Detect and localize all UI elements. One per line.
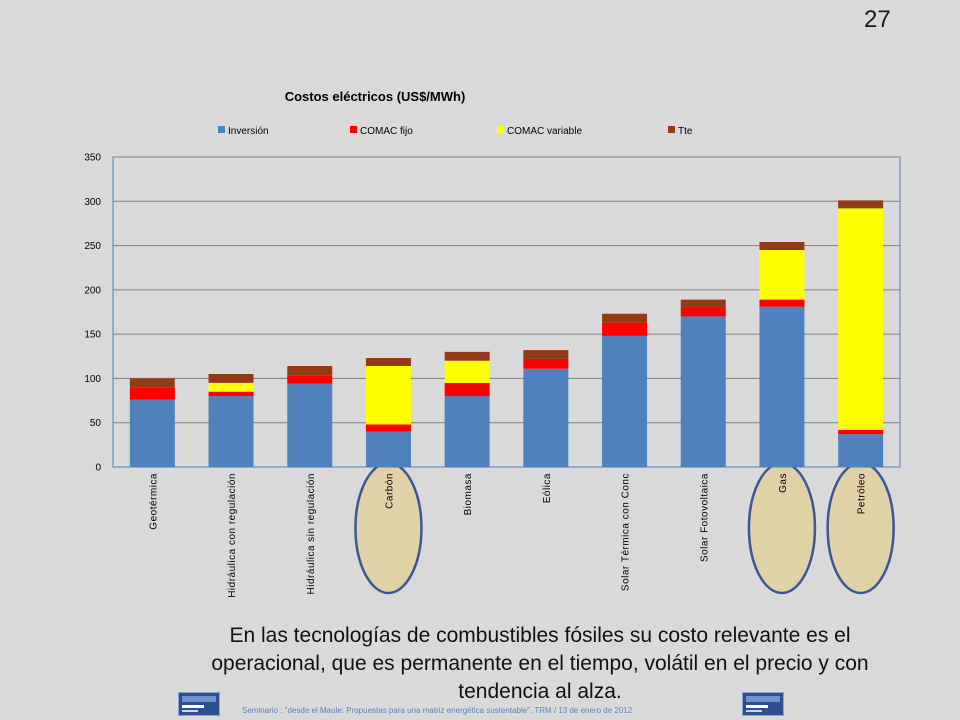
bar-segment bbox=[523, 368, 569, 467]
ministry-logo-right bbox=[742, 692, 784, 716]
legend-swatch bbox=[218, 126, 225, 133]
bar-segment bbox=[759, 242, 805, 250]
chart-title: Costos eléctricos (US$/MWh) bbox=[285, 89, 466, 104]
y-tick-label: 50 bbox=[90, 418, 102, 429]
x-category-label: Carbón bbox=[384, 473, 395, 509]
bar-segment bbox=[129, 378, 175, 388]
bar-segment bbox=[838, 200, 884, 209]
y-tick-label: 150 bbox=[84, 330, 101, 341]
legend-swatch bbox=[350, 126, 357, 133]
bar-segment bbox=[365, 431, 411, 467]
stacked-bar-chart: Costos eléctricos (US$/MWh) Inversión COMA… bbox=[84, 89, 901, 598]
bar-segment bbox=[444, 382, 490, 397]
x-category-label: Petróleo bbox=[857, 473, 868, 514]
x-category-label: Geotérmica bbox=[148, 473, 159, 530]
x-category-label: Solar Térmica con Conc bbox=[621, 473, 632, 591]
y-tick-label: 300 bbox=[84, 197, 101, 208]
bar-segment bbox=[444, 396, 490, 467]
legend-label: COMAC variable bbox=[507, 126, 582, 137]
bar-segment bbox=[759, 250, 805, 300]
x-category-label: Hidráulica con regulación bbox=[227, 473, 238, 598]
bar-segment bbox=[208, 391, 254, 397]
bar-segment bbox=[208, 396, 254, 467]
bar-segment bbox=[444, 351, 490, 361]
bar-segment bbox=[365, 366, 411, 425]
bar-segment bbox=[208, 374, 254, 383]
bar-segment bbox=[129, 399, 175, 467]
y-tick-label: 200 bbox=[84, 285, 101, 296]
x-category-label: Eólica bbox=[542, 473, 553, 503]
bar-segment bbox=[287, 375, 333, 384]
bar-segment bbox=[523, 350, 569, 359]
slide-number: 27 bbox=[864, 6, 891, 33]
bar-segment bbox=[523, 358, 569, 369]
bar-segment bbox=[602, 335, 648, 467]
ministry-logo-left bbox=[178, 692, 220, 716]
bar-segment bbox=[208, 382, 254, 392]
y-tick-label: 250 bbox=[84, 241, 101, 252]
legend-label: Inversión bbox=[228, 126, 269, 137]
bar-segment bbox=[838, 429, 884, 435]
y-tick-label: 0 bbox=[95, 463, 101, 474]
x-category-label: Biomasa bbox=[463, 473, 474, 515]
x-category-label: Hidráulica sin regulación bbox=[306, 473, 317, 594]
bar-segment bbox=[129, 387, 175, 400]
bar-segment bbox=[287, 366, 333, 376]
bar-segment bbox=[680, 299, 726, 308]
legend-label: COMAC fijo bbox=[360, 126, 413, 137]
legend-label: Tte bbox=[678, 126, 693, 137]
y-tick-label: 100 bbox=[84, 374, 101, 385]
x-category-label: Gas bbox=[778, 473, 789, 493]
bar-segment bbox=[838, 434, 884, 467]
legend-swatch bbox=[668, 126, 675, 133]
slide-caption: En las tecnologías de combustibles fósil… bbox=[211, 624, 869, 703]
x-category-label: Solar Fotovoltaica bbox=[699, 473, 710, 562]
bar-segment bbox=[287, 383, 333, 467]
legend-swatch bbox=[497, 126, 504, 133]
bar-segment bbox=[838, 208, 884, 430]
bar-segment bbox=[602, 313, 648, 323]
bar-segment bbox=[759, 299, 805, 307]
bar-segment bbox=[680, 316, 726, 467]
bar-segment bbox=[602, 322, 648, 336]
y-tick-label: 350 bbox=[84, 153, 101, 164]
bar-segment bbox=[680, 307, 726, 317]
bar-segment bbox=[444, 360, 490, 383]
bar-segment bbox=[759, 306, 805, 467]
bar-segment bbox=[365, 424, 411, 432]
bar-segment bbox=[365, 358, 411, 367]
footer-text: Seminario : "desde el Maule: Propuestas … bbox=[242, 706, 633, 715]
